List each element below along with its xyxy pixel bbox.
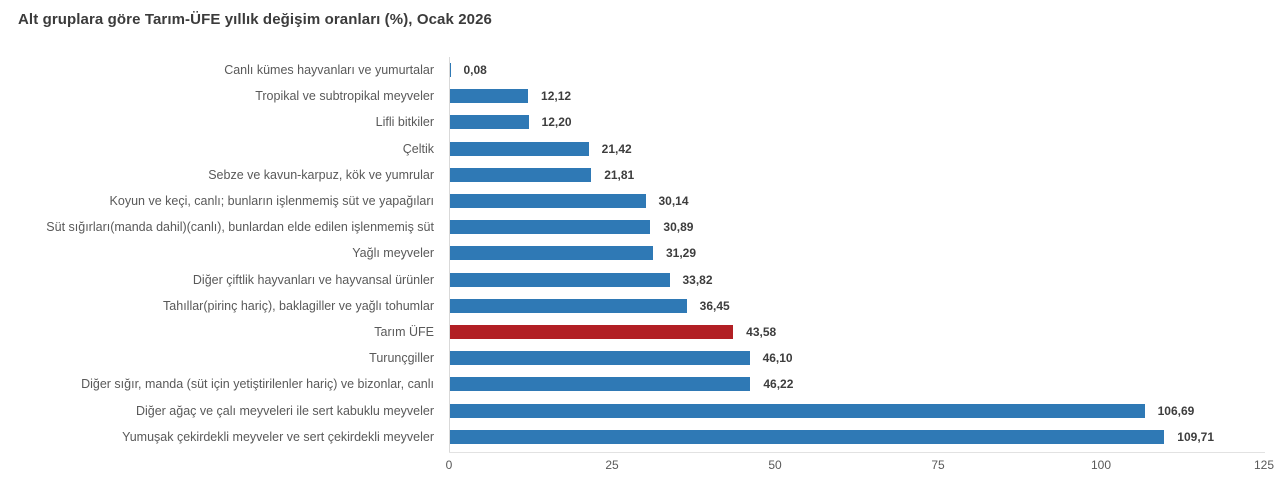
category-label: Diğer sığır, manda (süt için yetiştirile…	[81, 377, 434, 392]
x-axis-tick-label: 0	[445, 458, 453, 472]
bar[interactable]	[449, 403, 1145, 418]
bar[interactable]	[449, 272, 670, 287]
value-label: 21,81	[604, 167, 635, 182]
chart-row: Tropikal ve subtropikal meyveler 12,12	[0, 83, 1280, 109]
bar-track: 106,69	[449, 403, 1264, 418]
x-axis-tick-label: 25	[605, 458, 619, 472]
bar-track: 21,42	[449, 141, 1264, 156]
category-label: Koyun ve keçi, canlı; bunların işlenmemi…	[109, 194, 434, 209]
chart-row: Diğer çiftlik hayvanları ve hayvansal ür…	[0, 267, 1280, 293]
chart-row: Süt sığırları(manda dahil)(canlı), bunla…	[0, 214, 1280, 240]
value-label: 30,14	[658, 194, 689, 209]
bar[interactable]	[449, 429, 1165, 444]
category-label: Tropikal ve subtropikal meyveler	[255, 89, 434, 104]
value-label: 33,82	[682, 272, 713, 287]
chart-row: Turunçgiller 46,10	[0, 345, 1280, 371]
bar[interactable]	[449, 194, 646, 209]
x-axis-tick-label: 75	[931, 458, 945, 472]
chart-row: Yumuşak çekirdekli meyveler ve sert çeki…	[0, 424, 1280, 450]
x-axis-tick-label: 125	[1253, 458, 1275, 472]
bar[interactable]	[449, 115, 529, 130]
bar[interactable]	[449, 220, 651, 235]
category-label: Çeltik	[402, 141, 434, 156]
category-label: Yumuşak çekirdekli meyveler ve sert çeki…	[122, 429, 434, 444]
chart-row: Diğer ağaç ve çalı meyveleri ile sert ka…	[0, 397, 1280, 423]
chart-row: Koyun ve keçi, canlı; bunların işlenmemi…	[0, 188, 1280, 214]
chart-row: Sebze ve kavun-karpuz, kök ve yumrular 21…	[0, 162, 1280, 188]
chart-row: Tarım ÜFE 43,58	[0, 319, 1280, 345]
bar[interactable]	[449, 246, 653, 261]
bar-track: 30,89	[449, 220, 1264, 235]
value-label: 46,10	[762, 351, 793, 366]
chart-row: Yağlı meyveler 31,29	[0, 240, 1280, 266]
chart-row: Tahıllar(pirinç hariç), baklagiller ve y…	[0, 293, 1280, 319]
bar-track: 109,71	[449, 429, 1264, 444]
x-axis-tick-label: 50	[768, 458, 782, 472]
chart-title: Alt gruplara göre Tarım-ÜFE yıllık değiş…	[18, 11, 492, 28]
value-label: 109,71	[1177, 429, 1214, 444]
bar-track: 43,58	[449, 324, 1264, 339]
category-label: Yağlı meyveler	[352, 246, 434, 261]
chart-row: Canlı kümes hayvanları ve yumurtalar 0,08	[0, 57, 1280, 83]
bar[interactable]	[449, 89, 529, 104]
bar-track: 0,08	[449, 63, 1264, 78]
value-label: 30,89	[663, 220, 694, 235]
category-label: Turunçgiller	[369, 351, 434, 366]
value-label: 46,22	[763, 377, 794, 392]
bar-track: 21,81	[449, 167, 1264, 182]
bar-track: 12,12	[449, 89, 1264, 104]
bar[interactable]	[449, 298, 687, 313]
category-label: Tahıllar(pirinç hariç), baklagiller ve y…	[163, 298, 434, 313]
bar-track: 31,29	[449, 246, 1264, 261]
chart-row: Diğer sığır, manda (süt için yetiştirile…	[0, 371, 1280, 397]
value-label: 36,45	[699, 298, 730, 313]
category-label: Sebze ve kavun-karpuz, kök ve yumrular	[208, 167, 434, 182]
bar-track: 46,22	[449, 377, 1264, 392]
value-label: 12,12	[541, 89, 572, 104]
plot-area: Canlı kümes hayvanları ve yumurtalar 0,08…	[0, 57, 1280, 450]
category-label: Canlı kümes hayvanları ve yumurtalar	[224, 63, 434, 78]
value-label: 12,20	[541, 115, 572, 130]
bar-track: 30,14	[449, 194, 1264, 209]
chart-row: Çeltik 21,42	[0, 136, 1280, 162]
bar-track: 12,20	[449, 115, 1264, 130]
x-axis: 0 25 50 75 100 125	[445, 458, 1274, 476]
zero-axis-line	[449, 57, 450, 452]
value-label: 0,08	[463, 63, 487, 78]
bar[interactable]	[449, 167, 592, 182]
bar[interactable]	[449, 351, 750, 366]
category-label: Diğer ağaç ve çalı meyveleri ile sert ka…	[135, 403, 434, 418]
bar[interactable]	[449, 141, 589, 156]
category-label: Diğer çiftlik hayvanları ve hayvansal ür…	[192, 272, 434, 287]
category-label: Lifli bitkiler	[375, 115, 434, 130]
x-axis-line	[449, 452, 1265, 453]
bar-track: 46,10	[449, 351, 1264, 366]
value-label: 106,69	[1157, 403, 1195, 418]
chart-row: Lifli bitkiler 12,20	[0, 109, 1280, 135]
category-label: Süt sığırları(manda dahil)(canlı), bunla…	[46, 220, 434, 235]
x-axis-tick-label: 100	[1090, 458, 1112, 472]
value-label: 43,58	[746, 324, 777, 339]
category-label: Tarım ÜFE	[374, 324, 434, 339]
bar-track: 33,82	[449, 272, 1264, 287]
value-label: 31,29	[666, 246, 697, 261]
value-label: 21,42	[601, 141, 632, 156]
bar-track: 36,45	[449, 298, 1264, 313]
bar-highlight[interactable]	[449, 324, 734, 339]
bar[interactable]	[449, 377, 751, 392]
